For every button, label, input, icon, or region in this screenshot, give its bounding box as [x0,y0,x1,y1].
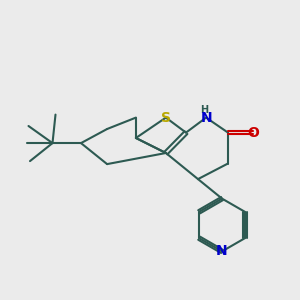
Text: H: H [200,105,209,115]
Text: N: N [216,244,228,258]
Text: N: N [200,111,212,124]
Text: S: S [161,111,171,124]
Text: O: O [247,126,259,140]
